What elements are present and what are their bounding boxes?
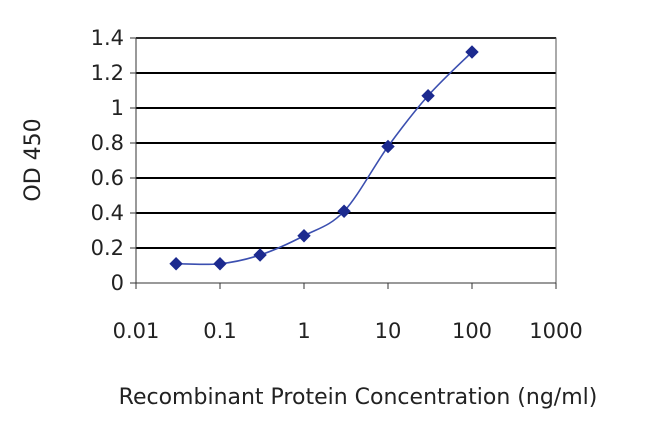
x-axis-title: Recombinant Protein Concentration (ng/ml…	[119, 385, 598, 410]
data-point-marker	[465, 45, 479, 59]
x-tick-label: 0.1	[203, 319, 236, 343]
y-tick-label: 1.4	[91, 26, 124, 50]
series-curve	[176, 51, 473, 266]
data-point-marker	[421, 89, 435, 103]
x-tick-label: 0.01	[113, 319, 160, 343]
y-tick-label: 0	[111, 271, 124, 295]
y-tick-label: 0.2	[91, 236, 124, 260]
x-tick-label: 1000	[529, 319, 582, 343]
grid-lines	[136, 37, 556, 249]
y-tick-label: 1	[111, 96, 124, 120]
data-point-marker	[213, 257, 227, 271]
x-axis: 0.01 0.1 1 10 100 1000	[113, 282, 583, 343]
y-tick-label: 0.6	[91, 166, 124, 190]
data-point-marker	[169, 257, 183, 271]
series-markers	[169, 45, 479, 271]
y-axis-title: OD 450	[21, 118, 46, 201]
x-tick-label: 100	[452, 319, 492, 343]
y-tick-label: 0.8	[91, 131, 124, 155]
x-tick-label: 1	[297, 319, 310, 343]
y-tick-label: 0.4	[91, 201, 124, 225]
plot-area-border	[135, 37, 557, 284]
data-point-marker	[381, 139, 395, 154]
x-tick-label: 10	[375, 319, 402, 343]
data-point-marker	[337, 204, 351, 218]
data-point-marker	[253, 248, 267, 262]
data-point-marker	[297, 229, 311, 243]
y-tick-label: 1.2	[91, 61, 124, 85]
y-axis: 0 0.2 0.4 0.6 0.8 1 1.2 1.4	[91, 26, 137, 295]
